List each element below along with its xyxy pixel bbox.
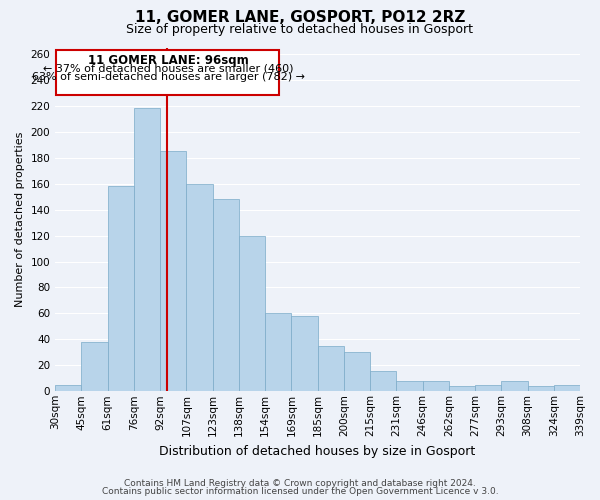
Bar bbox=[134, 108, 160, 392]
X-axis label: Distribution of detached houses by size in Gosport: Distribution of detached houses by size … bbox=[160, 444, 476, 458]
Text: 63% of semi-detached houses are larger (782) →: 63% of semi-detached houses are larger (… bbox=[32, 72, 305, 82]
Bar bbox=[344, 352, 370, 392]
Text: 11 GOMER LANE: 96sqm: 11 GOMER LANE: 96sqm bbox=[88, 54, 248, 67]
Bar bbox=[527, 386, 554, 392]
Bar bbox=[239, 236, 265, 392]
Bar bbox=[501, 381, 527, 392]
Bar bbox=[160, 152, 187, 392]
Text: Contains public sector information licensed under the Open Government Licence v : Contains public sector information licen… bbox=[101, 487, 499, 496]
Text: Size of property relative to detached houses in Gosport: Size of property relative to detached ho… bbox=[127, 22, 473, 36]
Bar bbox=[82, 342, 107, 392]
Text: Contains HM Land Registry data © Crown copyright and database right 2024.: Contains HM Land Registry data © Crown c… bbox=[124, 478, 476, 488]
Text: ← 37% of detached houses are smaller (460): ← 37% of detached houses are smaller (46… bbox=[43, 63, 293, 73]
Bar bbox=[107, 186, 134, 392]
Bar bbox=[422, 381, 449, 392]
Bar bbox=[212, 200, 239, 392]
Bar bbox=[265, 314, 292, 392]
Y-axis label: Number of detached properties: Number of detached properties bbox=[15, 132, 25, 307]
Bar bbox=[397, 381, 422, 392]
Bar bbox=[187, 184, 212, 392]
Bar bbox=[554, 385, 580, 392]
Bar bbox=[370, 370, 397, 392]
Bar bbox=[475, 385, 501, 392]
FancyBboxPatch shape bbox=[56, 50, 279, 96]
Text: 11, GOMER LANE, GOSPORT, PO12 2RZ: 11, GOMER LANE, GOSPORT, PO12 2RZ bbox=[135, 10, 465, 25]
Bar bbox=[292, 316, 317, 392]
Bar bbox=[55, 385, 82, 392]
Bar bbox=[317, 346, 344, 392]
Bar bbox=[449, 386, 475, 392]
